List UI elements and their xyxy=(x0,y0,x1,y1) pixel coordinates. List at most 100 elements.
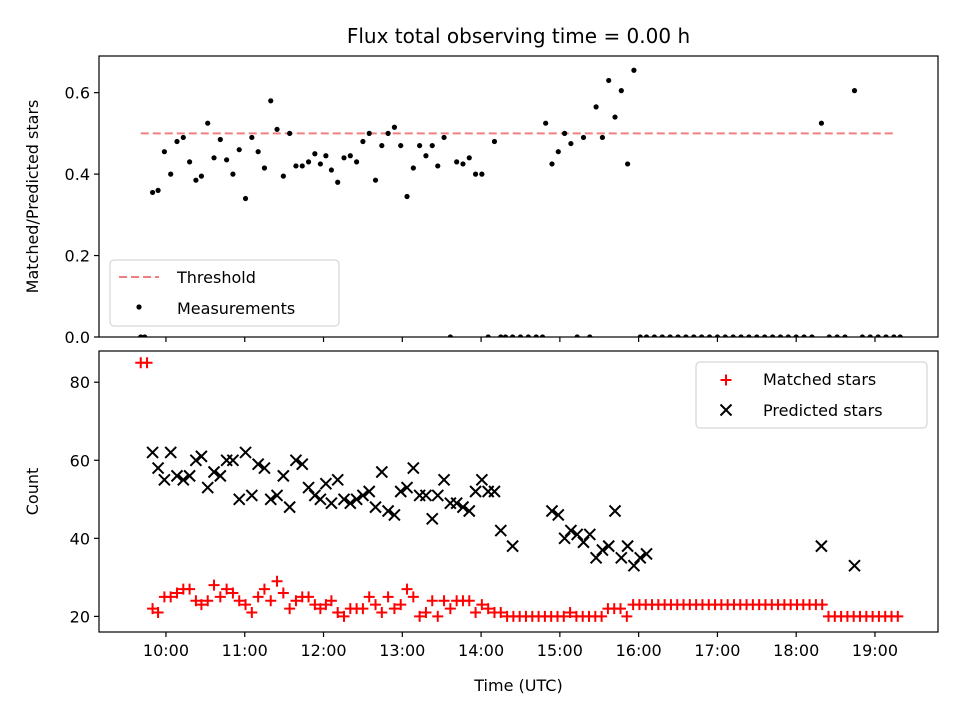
measurement-point xyxy=(599,134,606,141)
matched-star-point xyxy=(558,610,570,622)
predicted-star-point xyxy=(450,497,463,510)
measurement-point xyxy=(683,334,689,337)
matched-star-point xyxy=(265,595,277,607)
measurement-point xyxy=(180,134,186,141)
predicted-star-point xyxy=(545,504,559,518)
matched-star-point xyxy=(370,599,382,611)
predicted-star-point xyxy=(239,446,252,459)
measurement-point xyxy=(746,334,752,337)
predicted-star-point xyxy=(381,504,395,518)
measurement-point xyxy=(762,334,768,337)
plot-area xyxy=(135,357,904,622)
measurement-point xyxy=(543,120,549,126)
predicted-star-point xyxy=(264,493,277,506)
measurement-point xyxy=(574,334,580,337)
predicted-star-point xyxy=(558,532,571,545)
matched-star-point xyxy=(325,595,337,607)
measurement-point xyxy=(391,124,398,130)
predicted-star-point xyxy=(369,500,382,514)
measurement-point xyxy=(675,334,681,337)
measurement-point xyxy=(549,161,555,167)
predicted-star-point xyxy=(289,454,303,467)
y-tick-label: 20 xyxy=(70,607,90,626)
chart-title: Flux total observing time = 0.00 h xyxy=(347,24,690,48)
measurement-point xyxy=(643,334,650,337)
matched-star-point xyxy=(303,591,315,603)
predicted-star-point xyxy=(488,485,501,498)
measurement-point xyxy=(606,77,612,84)
predicted-star-point xyxy=(201,481,214,494)
measurement-point xyxy=(410,165,416,171)
matched-star-point xyxy=(277,587,289,599)
measurement-point xyxy=(525,334,531,337)
measurement-point xyxy=(859,334,865,337)
measurement-point xyxy=(706,334,713,337)
measurement-point xyxy=(372,177,379,183)
x-tick-label: 16:00 xyxy=(616,641,662,660)
predicted-star-point xyxy=(308,489,322,502)
predicted-star-point xyxy=(277,469,290,483)
measurement-point xyxy=(404,193,410,200)
x-tick-label: 10:00 xyxy=(143,641,189,660)
matched-star-point xyxy=(171,587,183,599)
measurement-point xyxy=(299,163,305,169)
axes-frame xyxy=(98,350,939,633)
predicted-star-point xyxy=(815,539,828,553)
x-tick-label: 19:00 xyxy=(852,641,898,660)
y-tick-label: 0.2 xyxy=(65,247,90,266)
matched-star-point xyxy=(476,599,488,611)
measurement-point xyxy=(312,151,318,157)
matched-star-point xyxy=(407,591,419,603)
measurement-point xyxy=(479,171,485,177)
measurement-point xyxy=(834,334,840,337)
predicted-star-point xyxy=(506,539,519,553)
measurement-point xyxy=(360,138,366,145)
measurement-point xyxy=(769,334,776,337)
predicted-star-point xyxy=(437,473,451,486)
predicted-star-point xyxy=(456,500,470,514)
predicted-star-point xyxy=(245,489,259,502)
matched-star-point xyxy=(271,575,283,587)
measurement-point xyxy=(447,334,453,337)
matched-star-point xyxy=(495,606,507,618)
predicted-star-point xyxy=(251,457,265,471)
matched-star-point xyxy=(152,606,164,618)
x-tick-label: 11:00 xyxy=(222,641,268,660)
measurement-point xyxy=(485,334,491,337)
measurement-point xyxy=(714,334,721,337)
matched-star-point xyxy=(615,603,627,615)
plot-area xyxy=(138,67,903,337)
matched-ratio-panel: Flux total observing time = 0.00 h 0.0 0.2… xyxy=(23,24,939,347)
measurement-point xyxy=(293,163,299,169)
y-tick-label: 0.6 xyxy=(65,84,90,103)
measurement-point xyxy=(417,142,423,149)
matched-star-point xyxy=(141,357,153,369)
measurement-point xyxy=(138,334,144,337)
measurement-point xyxy=(517,334,524,337)
x-tick-label: 15:00 xyxy=(537,641,583,660)
matched-star-point xyxy=(482,603,494,615)
measurement-point xyxy=(149,189,156,196)
predicted-star-point xyxy=(146,446,159,459)
measurement-point xyxy=(826,334,832,337)
measurement-point xyxy=(867,334,873,337)
predicted-star-point xyxy=(577,536,590,549)
matched-star-point xyxy=(195,599,207,611)
measurement-point xyxy=(261,165,268,171)
measurement-point xyxy=(274,126,280,132)
predicted-star-point xyxy=(164,446,177,459)
measurement-point xyxy=(460,161,466,167)
measurement-point xyxy=(777,334,784,337)
predicted-star-point xyxy=(388,508,401,522)
measurement-point xyxy=(211,155,217,161)
predicted-star-point xyxy=(494,524,507,537)
predicted-star-point xyxy=(463,504,476,518)
matched-star-point xyxy=(892,610,904,622)
predicted-star-point xyxy=(602,539,615,553)
predicted-star-point xyxy=(183,469,196,483)
measurement-point xyxy=(659,334,665,337)
measurement-point xyxy=(280,173,286,179)
measurement-point xyxy=(593,104,599,110)
measurement-point xyxy=(897,334,903,337)
measurement-point xyxy=(335,179,341,185)
